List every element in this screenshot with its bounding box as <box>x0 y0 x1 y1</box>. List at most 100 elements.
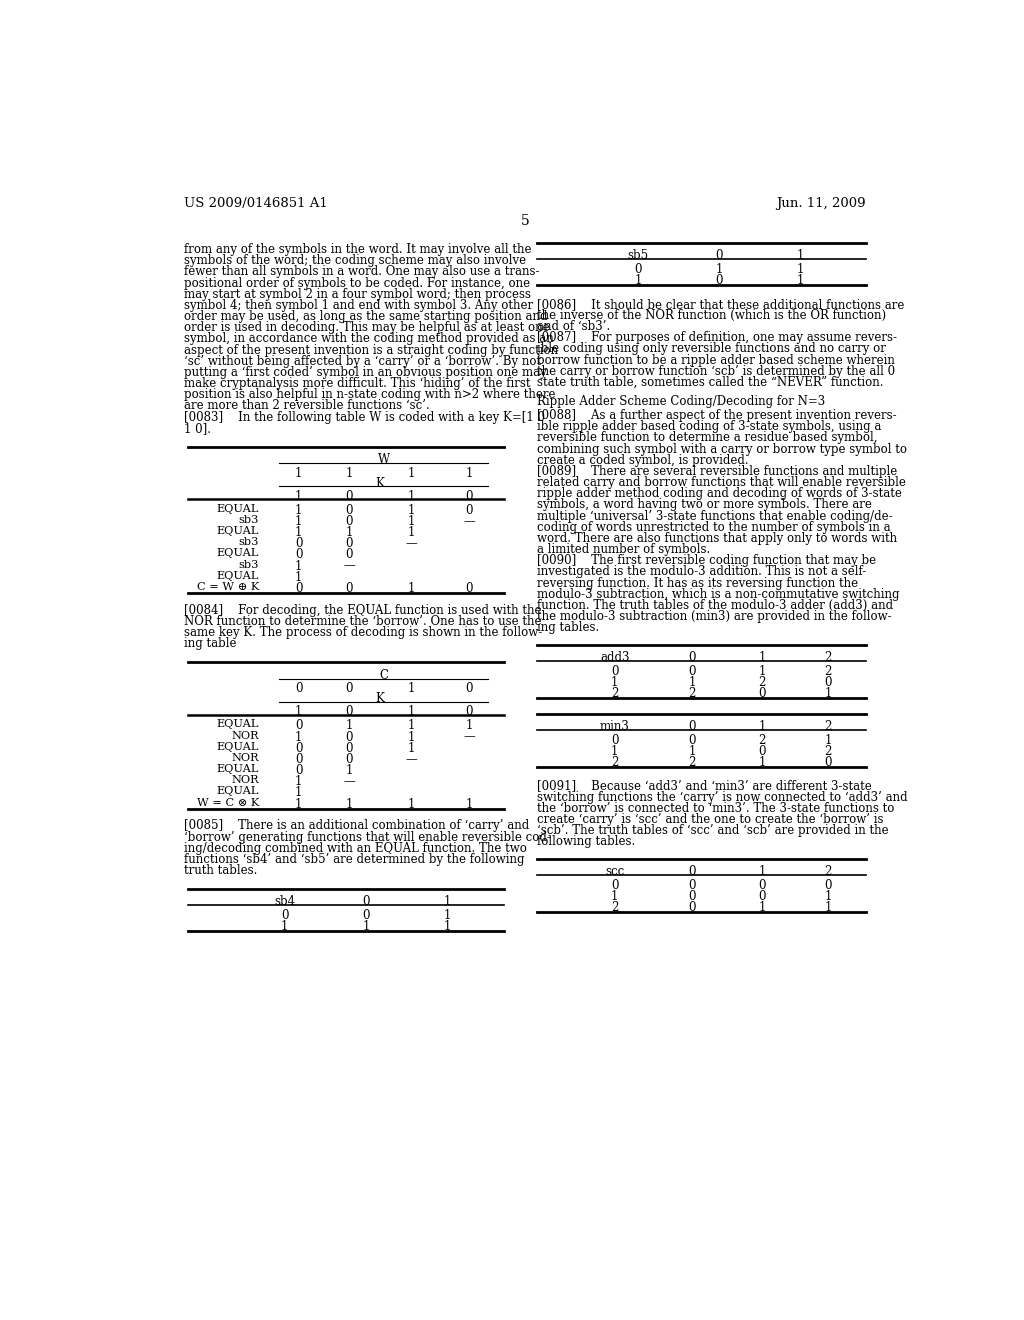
Text: 1: 1 <box>295 570 302 583</box>
Text: 0: 0 <box>465 504 473 516</box>
Text: 1: 1 <box>758 902 766 913</box>
Text: 0: 0 <box>465 705 473 718</box>
Text: ible ripple adder based coding of 3-state symbols, using a: ible ripple adder based coding of 3-stat… <box>538 420 882 433</box>
Text: NOR: NOR <box>231 775 259 785</box>
Text: 1: 1 <box>408 742 415 755</box>
Text: 1: 1 <box>716 263 723 276</box>
Text: 0: 0 <box>295 719 302 733</box>
Text: 0: 0 <box>758 890 766 903</box>
Text: 2: 2 <box>824 665 831 677</box>
Text: 1: 1 <box>758 865 766 878</box>
Text: and of ‘sb3’.: and of ‘sb3’. <box>538 321 610 333</box>
Text: 1: 1 <box>408 730 415 743</box>
Text: 1: 1 <box>688 744 696 758</box>
Text: add3: add3 <box>600 651 630 664</box>
Text: 1: 1 <box>345 719 352 733</box>
Text: coding of words unrestricted to the number of symbols in a: coding of words unrestricted to the numb… <box>538 520 891 533</box>
Text: 1: 1 <box>688 676 696 689</box>
Text: the carry or borrow function ‘scb’ is determined by the all 0: the carry or borrow function ‘scb’ is de… <box>538 364 895 378</box>
Text: ible coding using only reversible functions and no carry or: ible coding using only reversible functi… <box>538 342 886 355</box>
Text: NOR function to determine the ‘borrow’. One has to use the: NOR function to determine the ‘borrow’. … <box>183 615 542 628</box>
Text: scc: scc <box>605 865 625 878</box>
Text: 1: 1 <box>408 719 415 733</box>
Text: 0: 0 <box>295 537 302 550</box>
Text: 0: 0 <box>345 504 352 516</box>
Text: 1: 1 <box>408 797 415 810</box>
Text: 2: 2 <box>611 902 618 913</box>
Text: 5: 5 <box>520 214 529 228</box>
Text: NOR: NOR <box>231 730 259 741</box>
Text: 1: 1 <box>362 920 370 933</box>
Text: 1: 1 <box>465 797 473 810</box>
Text: 0: 0 <box>345 730 352 743</box>
Text: 0: 0 <box>688 719 696 733</box>
Text: ing tables.: ing tables. <box>538 622 599 634</box>
Text: 0: 0 <box>345 582 352 595</box>
Text: investigated is the modulo-3 addition. This is not a self-: investigated is the modulo-3 addition. T… <box>538 565 866 578</box>
Text: 1: 1 <box>295 560 302 573</box>
Text: 1: 1 <box>824 902 831 913</box>
Text: 1: 1 <box>758 665 766 677</box>
Text: state truth table, sometimes called the “NEVER” function.: state truth table, sometimes called the … <box>538 376 884 389</box>
Text: 0: 0 <box>465 582 473 595</box>
Text: following tables.: following tables. <box>538 836 636 849</box>
Text: —: — <box>463 515 475 528</box>
Text: reversing function. It has as its reversing function the: reversing function. It has as its revers… <box>538 577 858 590</box>
Text: 0: 0 <box>362 909 370 923</box>
Text: 1: 1 <box>408 705 415 718</box>
Text: aspect of the present invention is a straight coding by function: aspect of the present invention is a str… <box>183 343 558 356</box>
Text: EQUAL: EQUAL <box>217 527 259 536</box>
Text: 2: 2 <box>688 756 696 770</box>
Text: 1: 1 <box>281 920 288 933</box>
Text: 1: 1 <box>408 515 415 528</box>
Text: sb3: sb3 <box>239 515 259 525</box>
Text: [0090]    The first reversible coding function that may be: [0090] The first reversible coding funct… <box>538 554 877 568</box>
Text: 0: 0 <box>362 895 370 908</box>
Text: 2: 2 <box>758 676 766 689</box>
Text: 1: 1 <box>295 787 302 800</box>
Text: 1: 1 <box>408 527 415 539</box>
Text: symbols of the word; the coding scheme may also involve: symbols of the word; the coding scheme m… <box>183 255 526 267</box>
Text: EQUAL: EQUAL <box>217 548 259 558</box>
Text: 0: 0 <box>688 890 696 903</box>
Text: 0: 0 <box>295 682 302 696</box>
Text: [0086]    It should be clear that these additional functions are: [0086] It should be clear that these add… <box>538 298 904 310</box>
Text: 0: 0 <box>824 756 831 770</box>
Text: 2: 2 <box>824 651 831 664</box>
Text: EQUAL: EQUAL <box>217 719 259 730</box>
Text: 1: 1 <box>465 467 473 479</box>
Text: US 2009/0146851 A1: US 2009/0146851 A1 <box>183 197 328 210</box>
Text: 1: 1 <box>443 920 451 933</box>
Text: [0083]    In the following table W is coded with a key K=[1 0: [0083] In the following table W is coded… <box>183 411 545 424</box>
Text: the inverse of the NOR function (which is the OR function): the inverse of the NOR function (which i… <box>538 309 887 322</box>
Text: 0: 0 <box>345 537 352 550</box>
Text: 1: 1 <box>824 734 831 747</box>
Text: 1: 1 <box>408 582 415 595</box>
Text: may start at symbol 2 in a four symbol word; then process: may start at symbol 2 in a four symbol w… <box>183 288 530 301</box>
Text: 0: 0 <box>758 686 766 700</box>
Text: function. The truth tables of the modulo-3 adder (add3) and: function. The truth tables of the modulo… <box>538 599 893 612</box>
Text: truth tables.: truth tables. <box>183 865 257 876</box>
Text: 1: 1 <box>345 764 352 777</box>
Text: K: K <box>376 693 384 705</box>
Text: create a coded symbol, is provided.: create a coded symbol, is provided. <box>538 454 749 467</box>
Text: 1 0].: 1 0]. <box>183 422 211 434</box>
Text: switching functions the ‘carry’ is now connected to ‘add3’ and: switching functions the ‘carry’ is now c… <box>538 791 908 804</box>
Text: fewer than all symbols in a word. One may also use a trans-: fewer than all symbols in a word. One ma… <box>183 265 540 279</box>
Text: order is used in decoding. This may be helpful as at least one: order is used in decoding. This may be h… <box>183 321 550 334</box>
Text: [0087]    For purposes of definition, one may assume revers-: [0087] For purposes of definition, one m… <box>538 331 897 345</box>
Text: ‘scb’. The truth tables of ‘scc’ and ‘scb’ are provided in the: ‘scb’. The truth tables of ‘scc’ and ‘sc… <box>538 824 889 837</box>
Text: 0: 0 <box>295 582 302 595</box>
Text: 0: 0 <box>345 490 352 503</box>
Text: 1: 1 <box>408 490 415 503</box>
Text: 1: 1 <box>465 719 473 733</box>
Text: min3: min3 <box>600 719 630 733</box>
Text: ‘sc’ without being affected by a ‘carry’ or a ‘borrow’. By not: ‘sc’ without being affected by a ‘carry’… <box>183 355 541 368</box>
Text: related carry and borrow functions that will enable reversible: related carry and borrow functions that … <box>538 477 906 488</box>
Text: 1: 1 <box>295 490 302 503</box>
Text: 1: 1 <box>345 527 352 539</box>
Text: order may be used, as long as the same starting position and: order may be used, as long as the same s… <box>183 310 547 323</box>
Text: 0: 0 <box>688 651 696 664</box>
Text: 1: 1 <box>758 719 766 733</box>
Text: 1: 1 <box>345 797 352 810</box>
